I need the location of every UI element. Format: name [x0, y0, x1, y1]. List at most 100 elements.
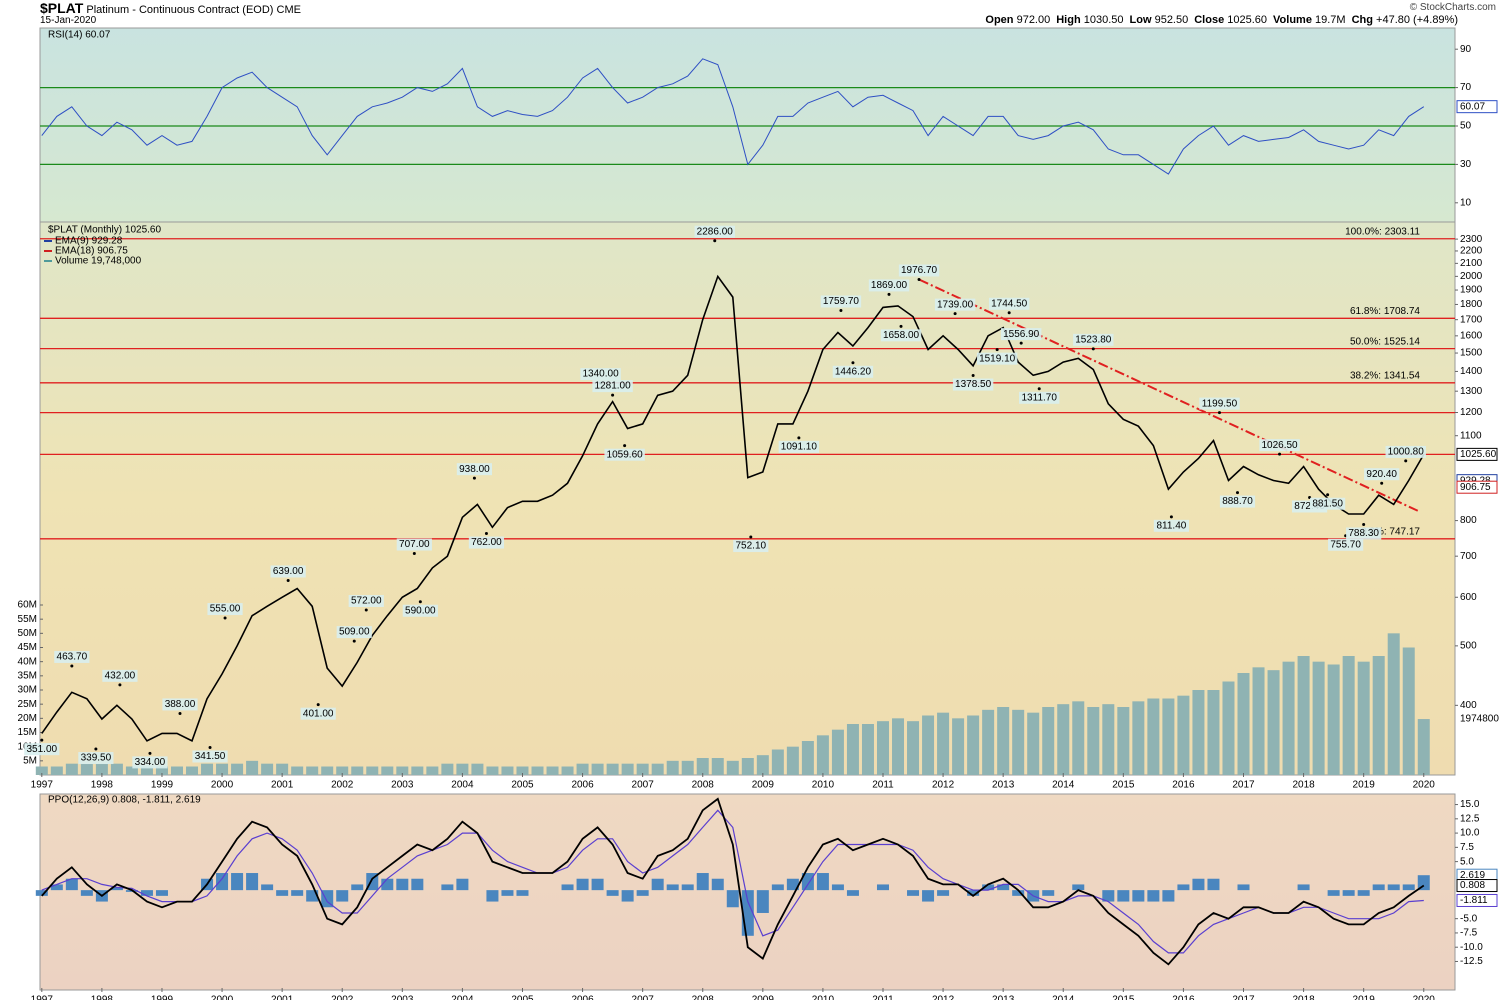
- volume-bar: [65, 763, 78, 775]
- annotation-label: 762.00: [471, 537, 502, 548]
- annotation-box: [270, 565, 306, 578]
- y-tick-label: 1900: [1460, 285, 1483, 296]
- histogram-bar: [1162, 890, 1175, 902]
- annotation-box: [988, 297, 1030, 310]
- y-tick-label: 1300: [1460, 386, 1483, 397]
- annotation-box: [78, 752, 114, 765]
- annotation-box: [300, 707, 336, 720]
- annotation-box: [1000, 328, 1042, 341]
- x-tick-label: 2005: [511, 995, 534, 1000]
- volume-bar: [366, 766, 379, 775]
- volume-bar: [1012, 709, 1025, 775]
- annotation-label: 920.40: [1366, 469, 1397, 480]
- annotation-label: 881.50: [1312, 498, 1343, 509]
- fib-label: 100.0%: 2303.11: [1345, 226, 1420, 237]
- volume-bar: [231, 763, 244, 775]
- histogram-bar: [501, 890, 514, 896]
- x-tick-label: 2014: [1052, 995, 1075, 1000]
- credit: © StockCharts.com: [1409, 2, 1496, 13]
- annotation-point: [1169, 515, 1173, 519]
- annotation-point: [623, 444, 627, 448]
- annotation-label: 1059.60: [607, 449, 644, 460]
- annotation-box: [880, 329, 922, 342]
- histogram-bar: [1342, 890, 1355, 896]
- histogram-bar: [1357, 890, 1370, 896]
- annotation-point: [118, 683, 122, 687]
- x-tick-label: 2018: [1292, 780, 1315, 791]
- x-tick-label: 1999: [151, 995, 174, 1000]
- annotation-box: [580, 368, 621, 381]
- x-tick-label: 2009: [752, 780, 775, 791]
- annotation-label: 872.40: [1294, 501, 1325, 512]
- annotation-box: [192, 750, 228, 763]
- annotation-box: [348, 595, 384, 608]
- annotation-label: 1311.70: [1022, 392, 1058, 403]
- volume-bar: [997, 707, 1010, 775]
- volume-bar: [276, 763, 289, 775]
- y-tick-label: 1700: [1460, 314, 1483, 325]
- histogram-bar: [561, 884, 574, 891]
- annotation-label: 555.00: [210, 604, 241, 615]
- stat-value: 952.50: [1154, 14, 1189, 26]
- annotation-box: [1073, 333, 1114, 346]
- histogram-bar: [351, 884, 364, 891]
- annotation-label: 639.00: [273, 566, 304, 577]
- histogram-bar: [801, 873, 814, 891]
- histogram-bar: [666, 884, 679, 891]
- histogram-bar: [876, 884, 889, 891]
- y-tick-label: 700: [1460, 551, 1477, 562]
- annotation-box: [1328, 538, 1364, 551]
- histogram-bar: [756, 890, 769, 913]
- volume-bar: [170, 766, 183, 775]
- annotation-point: [418, 600, 422, 604]
- histogram-bar: [1387, 884, 1400, 891]
- x-tick-label: 2007: [632, 780, 655, 791]
- annotation-label: 388.00: [165, 699, 196, 710]
- histogram-bar: [1237, 884, 1250, 891]
- annotation-box: [132, 756, 168, 769]
- annotation-point: [1091, 347, 1095, 351]
- y-tick-label: 1500: [1460, 348, 1483, 359]
- y-tick-label: 1800: [1460, 299, 1483, 310]
- annotation-box: [733, 540, 769, 553]
- x-tick-label: 2017: [1232, 780, 1255, 791]
- y-tick-label: 70: [1460, 82, 1472, 93]
- histogram-bar: [261, 884, 274, 891]
- volume-bar: [1072, 701, 1085, 775]
- legend-label: EMA(9) 929.28: [55, 236, 123, 247]
- y-tick-label: 400: [1460, 700, 1477, 711]
- annotation-point: [1278, 452, 1282, 456]
- y-tick-label: 30: [1460, 159, 1472, 170]
- y-tick-label: 2200: [1460, 246, 1483, 257]
- rsi-panel: [39, 27, 1456, 223]
- ppo-line: [41, 797, 1425, 966]
- value-tag-label: 1025.60: [1460, 449, 1497, 460]
- volume-bar: [441, 763, 454, 775]
- volume-bar: [411, 766, 424, 775]
- x-tick-label: 2006: [571, 780, 594, 791]
- volume-bar: [576, 763, 589, 775]
- annotation-point: [839, 308, 843, 312]
- y-tick-label: 10.0: [1460, 828, 1480, 839]
- annotation-label: 1658.00: [883, 330, 920, 341]
- x-tick-label: 1999: [151, 780, 174, 791]
- volume-bar: [471, 763, 484, 775]
- value-tag: [1456, 879, 1498, 893]
- panel-title: RSI(14) 60.07: [48, 30, 111, 41]
- x-tick-label: 2018: [1292, 995, 1315, 1000]
- annotation-point: [223, 616, 227, 620]
- annotation-point: [472, 476, 476, 480]
- volume-bar: [456, 763, 469, 775]
- x-tick-label: 2011: [872, 780, 894, 791]
- volume-tick-label: 50M: [18, 628, 37, 639]
- annotation-label: 788.30: [1348, 528, 1379, 539]
- histogram-bar: [1207, 878, 1220, 891]
- annotation-box: [1219, 495, 1256, 508]
- stat-value: 972.00: [1016, 14, 1051, 26]
- volume-bar: [952, 718, 965, 775]
- x-tick-label: 2016: [1172, 780, 1195, 791]
- volume-bar: [1387, 633, 1400, 775]
- volume-tick-label: 35M: [18, 670, 37, 681]
- histogram-bar: [651, 878, 664, 891]
- annotation-box: [976, 352, 1018, 365]
